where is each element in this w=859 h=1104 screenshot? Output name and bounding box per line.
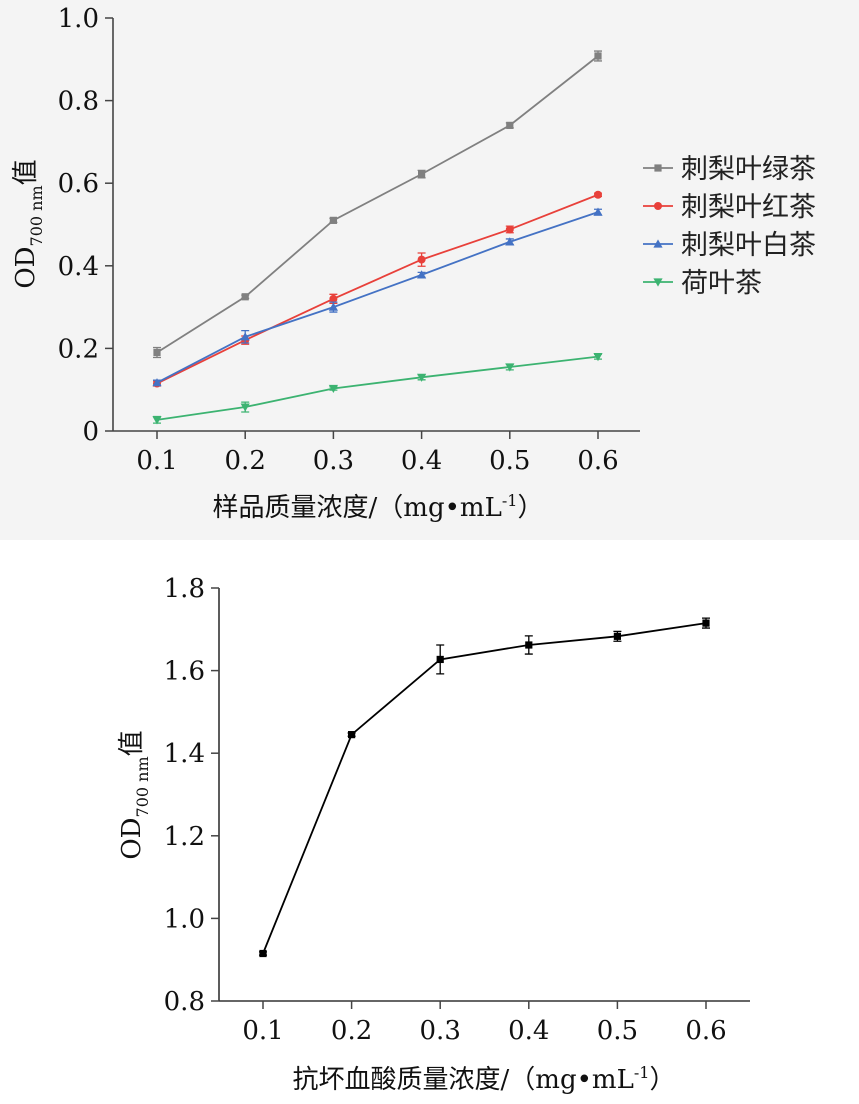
y-tick-label: 0 [82, 417, 99, 447]
data-point [329, 216, 337, 224]
data-point [153, 348, 161, 357]
legend-label: 刺梨叶绿茶 [681, 154, 816, 185]
y-tick-label: 1.4 [164, 739, 205, 769]
x-tick-label: 0.6 [577, 446, 618, 476]
x-tick-label: 0.5 [597, 1016, 638, 1046]
chart-2-y-axis-label: OD700 nm值 [117, 730, 152, 859]
data-point [418, 170, 426, 178]
data-point [328, 384, 338, 394]
x-tick-label: 0.2 [225, 446, 266, 476]
data-point [348, 731, 356, 739]
legend-label: 刺梨叶红茶 [681, 192, 816, 223]
top-panel-background [0, 0, 859, 540]
data-point [241, 293, 249, 301]
data-point [417, 373, 427, 382]
y-tick-label: 0.8 [58, 87, 99, 117]
data-point [259, 949, 267, 958]
chart-1-y-axis-label: OD700 nm值 [11, 159, 46, 288]
y-tick-label: 1.8 [164, 574, 205, 604]
data-point [505, 363, 515, 372]
legend-marker [653, 239, 663, 248]
x-tick-label: 0.4 [508, 1016, 549, 1046]
chart-2-axes [218, 588, 750, 1002]
data-point [152, 416, 162, 425]
chart-1-plot-area [152, 50, 603, 425]
chart-2-ticks: 0.8 1.0 1.2 1.4 1.6 1.8 0.1 0.2 0.3 0.4 0.5 0.6 [164, 574, 727, 1046]
x-tick-label: 0.3 [313, 446, 354, 476]
data-point [152, 378, 162, 387]
chart-2: 0.8 1.0 1.2 1.4 1.6 1.8 0.1 0.2 0.3 0.4 0.5 0.6 OD7… [117, 574, 750, 1095]
bottom-panel-background [0, 540, 859, 1104]
series-line-2 [156, 211, 599, 384]
chart-2-x-axis-label: 抗坏血酸质量浓度/（mg•mL-1） [293, 1063, 676, 1095]
x-tick-label: 0.4 [401, 446, 442, 476]
legend-label: 荷叶茶 [681, 268, 762, 299]
y-tick-label: 0.8 [164, 987, 205, 1017]
data-point [525, 641, 533, 649]
data-point [506, 121, 514, 129]
x-tick-label: 0.6 [685, 1016, 726, 1046]
x-tick-label: 0.3 [420, 1016, 461, 1046]
y-tick-label: 0.6 [58, 169, 99, 199]
y-tick-label: 1.0 [58, 4, 99, 34]
legend-label: 刺梨叶白茶 [681, 230, 816, 261]
data-point [593, 353, 603, 362]
legend-marker [653, 278, 663, 287]
y-tick-label: 0.2 [58, 334, 99, 364]
chart-1-x-axis-label: 样品质量浓度/（mg•mL-1） [213, 491, 544, 523]
y-tick-label: 1.0 [164, 904, 205, 934]
chart-1: 0 0.2 0.4 0.6 0.8 1.0 0.1 0.2 0.3 0.4 0.5 0.6 OD700… [11, 4, 816, 523]
chart-2-plot-area [259, 617, 710, 958]
data-point [613, 632, 621, 640]
x-tick-label: 0.5 [489, 446, 530, 476]
data-point [328, 302, 338, 311]
series-line-0 [262, 622, 707, 954]
x-tick-label: 0.2 [331, 1016, 372, 1046]
x-tick-label: 0.1 [136, 446, 177, 476]
y-tick-label: 1.2 [164, 822, 205, 852]
data-point [594, 52, 602, 60]
series-line-1 [156, 193, 599, 385]
series-line-0 [156, 55, 599, 354]
chart-1-ticks: 0 0.2 0.4 0.6 0.8 1.0 0.1 0.2 0.3 0.4 0.5 0.6 [58, 4, 619, 476]
data-point [593, 207, 603, 216]
data-point [702, 619, 710, 627]
series-line-3 [156, 355, 599, 421]
data-point [240, 403, 250, 412]
data-point [417, 255, 426, 264]
data-point [594, 190, 602, 199]
data-point [240, 332, 250, 341]
y-tick-label: 0.4 [58, 252, 99, 282]
data-point [505, 225, 514, 234]
chart-1-axes [112, 18, 640, 432]
data-point [505, 237, 515, 246]
data-point [417, 270, 427, 279]
data-point [329, 294, 338, 303]
y-tick-label: 1.6 [164, 657, 205, 687]
data-point [436, 655, 444, 664]
legend-marker [654, 164, 662, 172]
legend-marker [654, 202, 662, 210]
x-tick-label: 0.1 [242, 1016, 283, 1046]
